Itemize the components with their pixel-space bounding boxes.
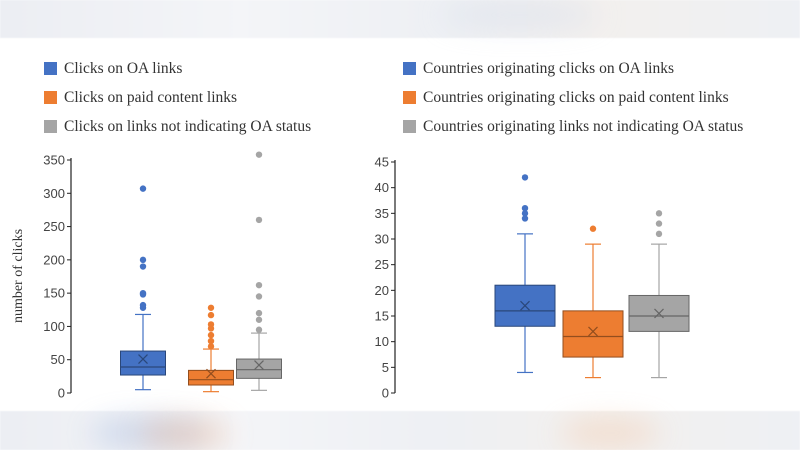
legend-swatch — [44, 120, 57, 133]
legend-item: Countries originating clicks on paid con… — [403, 83, 743, 112]
outlier-point — [255, 293, 263, 300]
outlier-point — [255, 316, 263, 323]
y-tick-label: 50 — [51, 352, 65, 367]
outlier-point — [207, 343, 215, 350]
legend-item: Clicks on links not indicating OA status — [44, 112, 311, 141]
y-tick-label: 10 — [375, 334, 389, 349]
box-iqr — [236, 358, 282, 379]
box-iqr — [120, 350, 166, 376]
bottom-blur-band — [0, 411, 800, 450]
legend-label: Clicks on paid content links — [64, 88, 238, 106]
blur-blob — [440, 2, 600, 28]
mean-marker — [206, 368, 216, 379]
legend-left: Clicks on OA links Clicks on paid conten… — [44, 54, 311, 141]
y-tick-label: 300 — [43, 186, 65, 201]
y-tick-label: 15 — [375, 309, 389, 324]
y-tick-label: 0 — [58, 386, 65, 401]
outlier-point — [255, 309, 263, 317]
legend-swatch — [403, 62, 416, 75]
outlier-point — [255, 151, 263, 158]
y-tick-label: 5 — [382, 360, 389, 375]
mean-marker — [654, 308, 664, 319]
legend-label: Countries originating clicks on OA links — [423, 59, 674, 77]
legend-swatch — [44, 91, 57, 104]
mean-marker — [520, 300, 530, 311]
legend-label: Countries originating clicks on paid con… — [423, 88, 729, 106]
y-tick-label: 45 — [375, 155, 389, 170]
y-tick-label: 200 — [43, 252, 65, 267]
legend-swatch — [44, 62, 57, 75]
mean-marker — [588, 326, 598, 337]
y-tick-label: 30 — [375, 232, 389, 247]
y-tick-label: 0 — [382, 386, 389, 401]
mean-marker — [138, 354, 148, 364]
y-tick-label: 40 — [375, 180, 389, 195]
y-tick-label: 350 — [43, 153, 65, 168]
outlier-point — [521, 174, 529, 181]
blur-blob — [90, 418, 210, 448]
outlier-point — [589, 225, 597, 232]
y-axis-label: number of clicks — [11, 229, 26, 323]
outlier-point — [521, 205, 529, 212]
y-tick-label: 250 — [43, 219, 65, 234]
outlier-point — [207, 331, 215, 339]
legend-item: Countries originating links not indicati… — [403, 112, 743, 141]
legend-item: Clicks on paid content links — [44, 83, 311, 112]
outlier-point — [521, 210, 529, 217]
y-tick-label: 35 — [375, 206, 389, 221]
outlier-point — [139, 263, 147, 270]
outlier-point — [655, 210, 663, 217]
mean-marker — [254, 360, 264, 370]
blur-blob — [560, 420, 660, 446]
legend-label: Clicks on OA links — [64, 59, 183, 77]
y-tick-label: 100 — [43, 319, 65, 334]
legend-label: Clicks on links not indicating OA status — [64, 117, 312, 135]
blur-blob — [140, 420, 230, 448]
outlier-point — [207, 304, 215, 311]
outlier-point — [139, 256, 147, 264]
y-tick-label: 150 — [43, 286, 65, 301]
outlier-point — [255, 326, 263, 333]
box-iqr — [562, 310, 624, 358]
legend-label: Countries originating links not indicati… — [423, 117, 744, 135]
outlier-point — [655, 230, 663, 238]
outlier-point — [255, 281, 263, 289]
legend-swatch — [403, 91, 416, 104]
outlier-point — [207, 311, 215, 319]
outlier-point — [139, 301, 147, 309]
box-iqr — [188, 369, 234, 386]
outlier-point — [255, 216, 263, 224]
top-blur-band — [0, 0, 800, 38]
outlier-point — [207, 321, 215, 328]
outlier-point — [207, 337, 215, 345]
legend-item: Countries originating clicks on OA links — [403, 54, 743, 83]
y-tick-label: 20 — [375, 283, 389, 298]
legend-swatch — [403, 120, 416, 133]
legend-right: Countries originating clicks on OA links… — [403, 54, 743, 141]
legend-item: Clicks on OA links — [44, 54, 311, 83]
outlier-point — [655, 220, 663, 227]
y-tick-label: 25 — [375, 257, 389, 272]
outlier-point — [139, 185, 147, 192]
outlier-point — [139, 289, 147, 297]
outlier-point — [521, 215, 529, 222]
